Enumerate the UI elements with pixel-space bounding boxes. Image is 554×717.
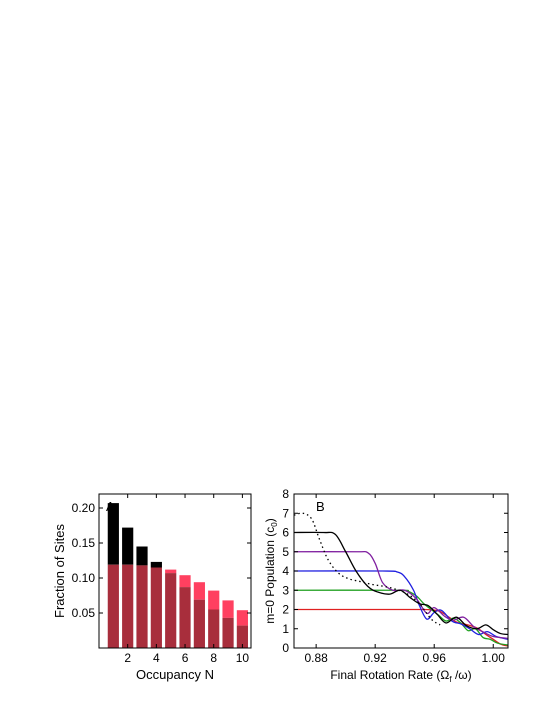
panel-b-x-axis-label-sub: f [449, 675, 452, 684]
bar-segment-top [208, 590, 220, 610]
bar-segment-overlap [179, 587, 191, 648]
bar-segment-top [122, 527, 134, 565]
panel-a: 2 4 6 8 10 0.05 0.10 0.15 0.20 A Occupancy N Fra… [52, 493, 252, 682]
x-tick-label: 4 [153, 651, 160, 665]
bar-segment-overlap [222, 617, 234, 648]
series-line-dotted [294, 512, 441, 626]
x-tick-label: 6 [182, 651, 189, 665]
bar-segment-top [236, 610, 248, 626]
panel-b: 0.88 0.92 0.96 1.00 0 1 2 3 4 5 6 7 8 B Final Rotati… [263, 487, 509, 684]
bar-segment-overlap [107, 564, 119, 648]
panel-b-y-axis-label-end: ) [263, 518, 277, 522]
series-line [294, 531, 508, 636]
bar-segment-overlap [150, 567, 162, 648]
bar-segment-top [150, 561, 162, 568]
y-tick-label: 3 [282, 583, 289, 597]
panel-a-ticks: 2 4 6 8 10 0.05 0.10 0.15 0.20 [72, 494, 251, 665]
y-tick-label: 0.20 [72, 501, 96, 515]
bar-segment-top [222, 600, 234, 618]
bar-segment-overlap [165, 573, 177, 648]
y-tick-label: 0.15 [72, 536, 96, 550]
panel-b-y-axis-label-main: m=0 Population (c [263, 527, 277, 624]
panel-b-label: B [316, 499, 325, 514]
y-tick-label: 4 [282, 564, 289, 578]
panel-b-ticks: 0.88 0.92 0.96 1.00 0 1 2 3 4 5 6 7 8 [282, 487, 508, 665]
series-line [294, 608, 508, 647]
bar-segment-top [179, 575, 191, 588]
y-tick-label: 1 [282, 622, 289, 636]
x-tick-label: 0.88 [304, 651, 328, 665]
panel-a-x-axis-label: Occupancy N [136, 667, 214, 682]
series-line [294, 550, 508, 640]
bar-segment-overlap [193, 599, 205, 648]
panel-a-bars [107, 503, 248, 648]
series-line [294, 570, 508, 640]
y-tick-label: 7 [282, 506, 289, 520]
bar-segment-overlap [136, 565, 148, 648]
y-tick-label: 6 [282, 526, 289, 540]
bar-segment-overlap [236, 625, 248, 648]
y-tick-label: 0 [282, 641, 289, 655]
bar-segment-overlap [122, 564, 134, 648]
bar-segment-overlap [208, 609, 220, 648]
y-tick-label: 0.10 [72, 571, 96, 585]
panel-b-x-axis-label: Final Rotation Rate (Ωf /ω) [330, 668, 471, 684]
y-tick-label: 8 [282, 487, 289, 501]
x-tick-label: 2 [124, 651, 131, 665]
panel-b-x-axis-label-main: Final Rotation Rate (Ω [330, 668, 449, 682]
panel-a-frame [98, 493, 252, 649]
bar-segment-top [165, 569, 177, 574]
x-tick-label: 0.92 [363, 651, 387, 665]
panel-b-lines [294, 512, 508, 647]
panel-a-y-axis-label: Fraction of Sites [52, 524, 67, 618]
x-tick-label: 10 [236, 651, 250, 665]
x-tick-label: 0.96 [423, 651, 447, 665]
x-tick-label: 8 [210, 651, 217, 665]
y-tick-label: 2 [282, 603, 289, 617]
bar-segment-top [193, 582, 205, 600]
panel-a-label: A [106, 499, 115, 514]
y-tick-label: 0.05 [72, 606, 96, 620]
y-tick-label: 5 [282, 545, 289, 559]
bar-segment-top [136, 546, 148, 566]
series-line [294, 589, 508, 646]
panel-b-y-axis-label: m=0 Population (c0) [263, 518, 279, 624]
bar-segment-top [107, 503, 119, 565]
x-tick-label: 1.00 [482, 651, 506, 665]
panel-b-y-axis-label-sub: 0 [270, 522, 279, 527]
panel-b-x-axis-label-end: /ω) [452, 668, 472, 682]
